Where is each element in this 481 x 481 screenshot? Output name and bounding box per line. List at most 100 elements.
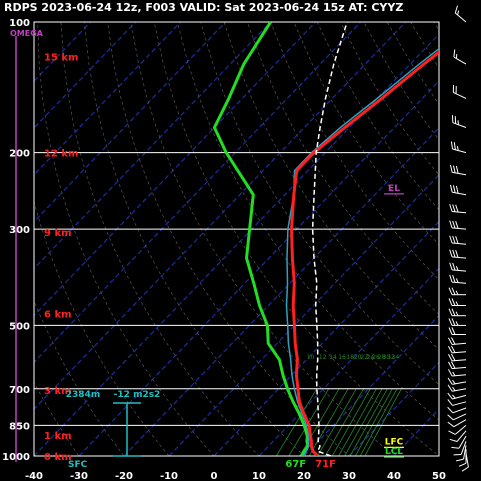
pressure-label: 850	[9, 421, 30, 432]
isotherm-line	[123, 127, 439, 456]
wind-barb-flag	[449, 204, 453, 212]
wind-barb-staff	[452, 269, 467, 272]
mixing-ratio-label: 12	[319, 354, 327, 361]
wind-barb-flag	[449, 184, 453, 193]
wind-barb-flag	[452, 220, 456, 229]
wind-barb	[450, 141, 467, 154]
temperature-tick-label: 50	[432, 471, 446, 481]
wind-barb	[454, 5, 467, 23]
mixing-ratio-line	[324, 388, 364, 456]
wind-barb-flag	[452, 204, 456, 212]
dry-adiabat-line	[60, 22, 260, 456]
wind-barb-flag	[453, 49, 456, 58]
wind-barb-flag	[454, 116, 457, 124]
wind-barb-staff	[452, 407, 467, 414]
isotherm-line	[34, 33, 439, 456]
wind-barb	[448, 298, 466, 306]
mixing-ratio-line	[338, 388, 377, 456]
wind-barb-flag	[447, 414, 454, 421]
wind-barb-staff	[463, 445, 467, 460]
isotherm-line	[168, 173, 439, 456]
wind-barb	[448, 337, 467, 346]
wind-barb-staff	[453, 413, 467, 421]
mixing-ratio-label: 24	[367, 354, 375, 361]
wind-barb-staff	[454, 425, 467, 435]
wind-barb-flag	[455, 165, 459, 174]
temperature-tick-label: -40	[25, 471, 43, 481]
wind-barb	[449, 262, 467, 272]
height-label: 0 km	[44, 452, 72, 463]
wind-barb-flag	[448, 327, 453, 335]
wind-barb-half-flag	[455, 301, 459, 306]
pressure-label: 100	[9, 18, 30, 29]
isotherm-line	[34, 22, 362, 364]
wind-barb	[448, 345, 467, 354]
mixing-ratio-line	[349, 388, 388, 456]
dry-adiabat-line	[386, 22, 439, 105]
wind-barb-flag	[447, 399, 453, 406]
wind-barbs	[447, 5, 469, 472]
wind-barb-staff	[456, 430, 467, 442]
wind-barb-staff	[452, 388, 467, 392]
wind-barb-flag	[452, 165, 456, 174]
wind-barb-flag	[449, 235, 453, 244]
wind-barb	[452, 84, 467, 99]
pressure-label: 300	[9, 225, 30, 236]
wind-barb-staff	[452, 171, 467, 176]
parcel-trace	[311, 22, 348, 456]
wind-barb-flag	[449, 220, 453, 229]
dry-adiabat-line	[34, 381, 80, 456]
wind-barb-flag	[448, 345, 453, 354]
wind-barb-half-flag	[457, 120, 459, 125]
wind-barb	[448, 361, 467, 370]
omega-label: OMEGA	[10, 29, 44, 38]
wind-barb-flag	[449, 249, 453, 258]
helicity-value-label: -12 m2s2	[114, 390, 161, 400]
mixing-ratio-label: 10	[307, 354, 315, 361]
dry-adiabat-line	[83, 22, 305, 456]
height-label: 3 km	[44, 386, 72, 397]
mixing-ratio-line	[359, 388, 398, 456]
wind-barb	[449, 430, 467, 443]
wind-barb-flag	[453, 142, 456, 150]
mixing-ratio-label: 14	[329, 354, 337, 361]
plot-frame	[33, 21, 440, 457]
height-label: 6 km	[44, 310, 72, 321]
wind-barb-flag	[452, 274, 456, 283]
wind-barb	[448, 369, 467, 377]
wind-barb-flag	[455, 185, 459, 194]
wind-barb-staff	[452, 351, 467, 354]
dry-adiabat-line	[107, 22, 350, 456]
wind-barb-staff	[452, 342, 467, 346]
wind-barb	[456, 445, 467, 462]
mixing-ratio-label: 16	[338, 354, 346, 361]
wind-barb	[448, 327, 466, 335]
mixing-ratio-label: 26	[372, 354, 380, 361]
wind-barb-flag	[451, 337, 456, 345]
height-label: 12 km	[44, 149, 78, 160]
wind-barb-flag	[451, 446, 460, 449]
pressure-label: 700	[9, 385, 30, 396]
wind-barb	[449, 204, 467, 214]
wind-barb	[447, 413, 467, 421]
wind-barb-flag	[448, 361, 453, 369]
wind-barb-staff	[452, 359, 467, 362]
wind-barb-staff	[452, 401, 467, 406]
mixing-ratio-line	[275, 388, 318, 456]
wind-barb-flag	[448, 337, 453, 345]
wind-barb-flag	[455, 221, 459, 229]
isotherm-line	[34, 22, 407, 410]
surface-label: SFC	[68, 460, 88, 470]
mixing-ratio-label: 34	[392, 354, 400, 361]
wind-barb	[448, 425, 467, 435]
temperature-tick-label: -10	[160, 471, 178, 481]
wind-barb-half-flag	[455, 54, 458, 59]
wind-barb-flag	[448, 430, 456, 435]
wind-barb-staff	[452, 148, 467, 154]
chart-labels: 1002003005007008501000-40-30-20-10010203…	[2, 18, 446, 481]
wind-barb-flag	[448, 318, 453, 326]
wind-barb-staff	[454, 12, 467, 23]
wind-barb-flag	[458, 462, 467, 467]
wind-barb-flag	[449, 164, 453, 173]
